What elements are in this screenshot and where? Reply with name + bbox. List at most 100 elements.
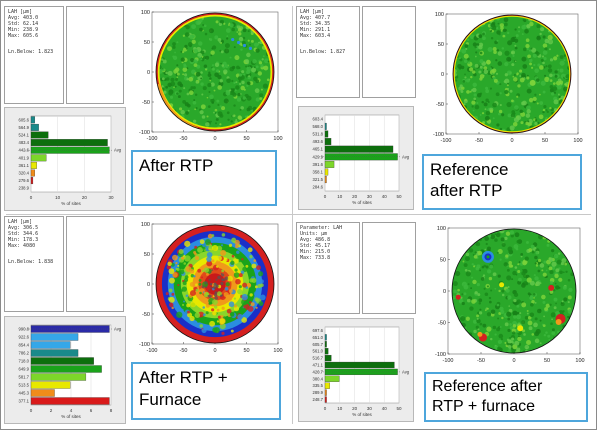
histogram-x-tick: 50 [396, 406, 402, 411]
histogram-x-tick: 0 [324, 194, 327, 199]
histogram-y-tick: 426.7 [313, 369, 324, 374]
label-line: after RTP [430, 181, 503, 200]
wafer-x-tick: -50 [180, 348, 188, 354]
stats-panel: LAH [µm] Avg: 403.0 Std: 62.14 Min: 238.… [4, 6, 64, 104]
wafer-y-tick: 0 [147, 282, 150, 288]
histogram-y-tick: 605.7 [313, 342, 324, 347]
condition-label: After RTP [131, 150, 277, 206]
histogram-bar [30, 177, 34, 185]
histogram-chart: 0 10 20 30 40 50 % of sites 697.6 651.0 605.7 561.… [313, 326, 410, 417]
histogram-y-tick: 513.5 [19, 383, 30, 388]
histogram-y-tick: 471.1 [313, 363, 324, 368]
label-line: Reference [430, 160, 509, 179]
wafer-y-tick: -100 [435, 352, 446, 358]
stat-line: Max: 605.6 [8, 33, 39, 39]
histogram-bar [324, 348, 329, 355]
stat-line: Avg: 306.5 [8, 225, 39, 231]
stat-line: Min: 238.9 [8, 27, 39, 33]
wafer-y-tick: 100 [141, 222, 150, 228]
histogram-y-tick: 561.0 [313, 349, 324, 354]
label-line: After RTP + [139, 368, 228, 387]
histogram-bar [324, 130, 329, 138]
stats-panel: LAH [µm] Avg: 306.5 Std: 344.6 Min: 178.… [4, 216, 64, 312]
histogram-y-tick: 786.2 [19, 351, 30, 356]
stat-line: LAH [µm] [8, 9, 33, 15]
histogram-y-tick: 429.9 [313, 154, 324, 159]
quadrant-reference-after-rtp-furnace: Parameter: LAH Units: µm Avg: 486.8 Std:… [296, 216, 592, 426]
histogram-bar [30, 154, 47, 162]
quadrant-reference-after-rtp: LAH [µm] Avg: 407.7 Std: 34.35 Min: 291.… [296, 6, 592, 211]
histogram-bar [30, 161, 37, 169]
blank-panel [66, 6, 124, 104]
histogram-y-tick: 238.9 [19, 186, 30, 191]
histogram-y-tick: 649.9 [19, 367, 30, 372]
histogram-y-tick: 483.4 [19, 140, 30, 145]
histogram-x-tick: 30 [367, 406, 373, 411]
histogram-y-tick: 401.9 [19, 155, 30, 160]
histogram-bar [30, 131, 49, 139]
wafer-y-tick: -50 [438, 321, 446, 327]
histogram-bar [324, 361, 395, 369]
histogram-y-tick: 279.6 [19, 178, 30, 183]
histogram-x-tick: 30 [367, 194, 373, 199]
histogram-bar [324, 160, 335, 168]
wafer-x-tick: 0 [213, 136, 216, 142]
stats-panel: Parameter: LAH Units: µm Avg: 486.8 Std:… [296, 222, 360, 314]
histogram-avg-label: Avg [114, 327, 122, 332]
wafer-y-tick: 50 [440, 258, 446, 264]
histogram-x-tick: 10 [55, 195, 61, 200]
condition-label: Reference after RTP [422, 154, 582, 210]
wafer-x-tick: 0 [213, 348, 216, 354]
stat-line [8, 249, 60, 255]
condition-label: After RTP + Furnace [131, 362, 281, 420]
stat-line: Min: 215.0 [300, 249, 331, 255]
wafer-x-tick: 50 [542, 138, 548, 144]
histogram-x-tick: 40 [382, 406, 388, 411]
histogram-bar [324, 145, 394, 153]
histogram-y-tick: 651.0 [313, 335, 324, 340]
stat-line: Std: 34.35 [300, 21, 331, 27]
histogram-x-label: % of sites [352, 412, 372, 417]
wafer-x-tick: -100 [146, 348, 157, 354]
stat-line: Ln.Below: 1.827 [300, 49, 346, 55]
wafer-x-tick: 0 [512, 358, 515, 364]
wafer-y-tick: -50 [142, 100, 150, 106]
stat-line: Max: 4080 [8, 243, 36, 249]
histogram-x-label: % of sites [61, 414, 81, 419]
histogram-x-tick: 0 [30, 195, 33, 200]
histogram-y-tick: 321.5 [313, 177, 324, 182]
histogram-y-tick: 320.4 [19, 171, 30, 176]
wafer-x-tick: 100 [573, 138, 582, 144]
histogram-bar [30, 116, 35, 124]
histogram-y-tick: 568.0 [313, 124, 324, 129]
wafer-y-tick: 0 [147, 70, 150, 76]
histogram-y-tick: 605.6 [19, 117, 30, 122]
histogram-bar [30, 123, 39, 131]
stats-panel: LAH [µm] Avg: 407.7 Std: 34.35 Min: 291.… [296, 6, 360, 98]
stat-line: LAH [µm] [8, 219, 33, 225]
histogram-bar [30, 365, 102, 373]
histogram-x-label: % of sites [61, 201, 81, 206]
histogram-panel: 0 10 20 30 40 50 % of sites 603.4 568.0 531.8 493.… [298, 106, 414, 210]
histogram-y-tick: 442.6 [19, 148, 30, 153]
histogram-panel: 0 10 20 30 40 50 % of sites 697.6 651.0 605.7 561.… [298, 318, 414, 422]
stat-line: Avg: 403.0 [8, 15, 39, 21]
histogram-bar [324, 375, 340, 382]
wafer-x-tick: 50 [243, 348, 249, 354]
wafer-x-tick: -50 [475, 138, 483, 144]
wafer-y-tick: 100 [141, 10, 150, 16]
blank-panel [66, 216, 124, 312]
histogram-y-tick: 531.8 [313, 132, 324, 137]
stat-line: LAH [µm] [300, 9, 325, 15]
stat-line: Std: 344.6 [8, 231, 39, 237]
histogram-bar [324, 389, 327, 396]
histogram-x-tick: 0 [324, 406, 327, 411]
wafer-disc [156, 225, 274, 343]
wafer-x-tick: -100 [440, 138, 451, 144]
histogram-y-tick: 564.9 [19, 125, 30, 130]
histogram-y-tick: 718.0 [19, 359, 30, 364]
histogram-panel: 0 2 4 6 8 % of sites 990.8 922.6 854.4 786.2 718.0… [4, 316, 126, 424]
histogram-x-tick: 10 [337, 406, 343, 411]
stat-line: Ln.Below: 1.823 [8, 49, 54, 55]
wafer-map: -100-100 -50 -50 0 0 50 50 100 100 [139, 222, 283, 354]
